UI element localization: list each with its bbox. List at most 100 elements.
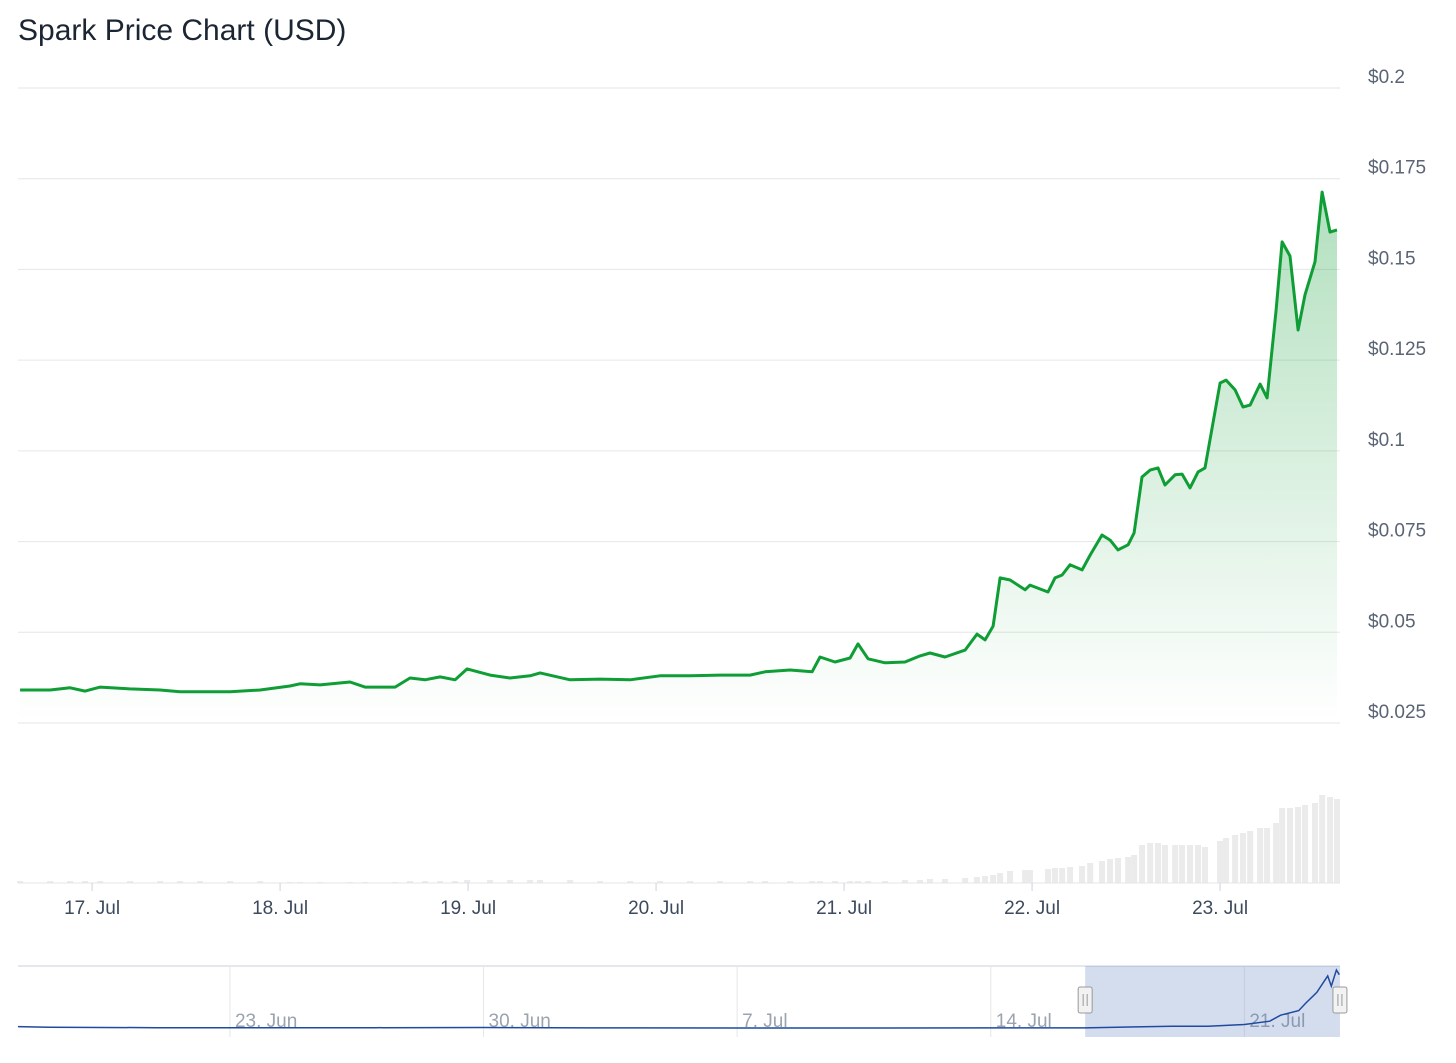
navigator-selection <box>1085 966 1340 1037</box>
volume-bar <box>942 879 949 883</box>
volume-bar <box>1007 871 1014 883</box>
volume-bar <box>917 880 924 883</box>
volume-bar <box>747 881 754 883</box>
volume-bar <box>17 881 24 883</box>
volume-bar <box>1147 843 1154 883</box>
volume-bar <box>926 879 933 883</box>
price-line <box>20 190 1338 694</box>
volume-bar <box>997 873 1004 883</box>
x-tick-label: 18. Jul <box>252 898 308 919</box>
y-tick-label: $0.1 <box>1368 430 1405 451</box>
volume-bar <box>901 880 908 883</box>
volume-bar <box>1302 805 1309 883</box>
volume-bar <box>1059 868 1066 883</box>
volume-bar <box>1333 799 1340 883</box>
volume-bar <box>1139 845 1146 883</box>
navigator-tick-label: 21. Jul <box>1249 1011 1305 1032</box>
volume-bar <box>1051 868 1058 883</box>
navigator-line <box>17 968 1340 1029</box>
y-tick-label: $0.2 <box>1368 67 1405 88</box>
y-tick-label: $0.175 <box>1368 158 1426 179</box>
volume-bar <box>1114 858 1121 883</box>
y-tick-label: $0.15 <box>1368 248 1416 269</box>
x-tick-label: 21. Jul <box>816 898 872 919</box>
volume-bar <box>865 881 872 883</box>
volume-bar <box>1079 866 1086 883</box>
volume-bar <box>1067 867 1074 883</box>
volume-bar <box>406 881 413 883</box>
volume-bar <box>97 881 104 883</box>
volume-bar <box>1202 847 1209 883</box>
volume-bar <box>687 881 694 883</box>
volume-bar <box>832 881 839 883</box>
volume-bar <box>1247 831 1254 883</box>
volume-bar <box>597 881 604 883</box>
volume-bar <box>177 881 184 883</box>
volume-bar <box>1217 841 1224 883</box>
volume-bar <box>1131 855 1138 883</box>
volume-bar <box>567 880 574 883</box>
navigator-tick-label: 7. Jul <box>742 1011 787 1032</box>
volume-bar <box>716 881 723 883</box>
volume-bar <box>1045 869 1052 883</box>
navigator-handle[interactable] <box>1077 986 1093 1014</box>
volume-bar <box>157 881 164 883</box>
volume-bar <box>1223 838 1230 883</box>
x-tick-label: 20. Jul <box>628 898 684 919</box>
volume-bar <box>452 881 459 883</box>
navigator-tick-label: 14. Jul <box>996 1011 1052 1032</box>
y-tick-label: $0.025 <box>1368 702 1426 723</box>
navigator-handle[interactable] <box>1332 986 1348 1014</box>
volume-bar <box>82 881 89 883</box>
volume-bar <box>847 881 854 883</box>
volume-bar <box>982 876 989 883</box>
volume-bar <box>464 880 471 883</box>
volume-bar <box>487 880 494 883</box>
volume-bar <box>1161 845 1168 883</box>
volume-bar <box>422 881 429 883</box>
volume-bar <box>657 881 664 883</box>
volume-bar <box>506 880 513 883</box>
x-tick-label: 23. Jul <box>1192 898 1248 919</box>
navigator-tick-label: 23. Jun <box>235 1011 297 1032</box>
volume-bar <box>1107 859 1114 883</box>
volume-bar <box>990 875 997 883</box>
volume-bar <box>1232 835 1239 883</box>
price-area <box>20 192 1338 724</box>
volume-bar <box>67 881 74 883</box>
y-tick-label: $0.125 <box>1368 339 1426 360</box>
volume-bar <box>1195 845 1202 883</box>
x-tick-label: 17. Jul <box>64 898 120 919</box>
volume-bar <box>1286 808 1293 883</box>
volume-bar <box>1273 823 1280 883</box>
volume-bar <box>627 881 634 883</box>
volume-bar <box>1179 845 1186 883</box>
volume-bar <box>527 880 534 883</box>
volume-bar <box>787 881 794 883</box>
volume-bar <box>762 881 769 883</box>
volume-bar <box>227 881 234 883</box>
y-tick-label: $0.05 <box>1368 611 1416 632</box>
volume-bar <box>1264 828 1271 883</box>
volume-bar <box>1098 861 1105 883</box>
volume-bar <box>809 881 816 883</box>
x-tick-label: 19. Jul <box>440 898 496 919</box>
chart-title: Spark Price Chart (USD) <box>18 14 346 47</box>
volume-bar <box>1279 808 1286 883</box>
y-tick-label: $0.075 <box>1368 521 1426 542</box>
volume-bar <box>1087 863 1094 883</box>
volume-bar <box>437 881 444 883</box>
volume-bar <box>1186 845 1193 883</box>
volume-bar <box>537 880 544 883</box>
volume-bar <box>1311 803 1318 883</box>
volume-bar <box>854 881 861 883</box>
volume-bar <box>47 881 54 883</box>
volume-bar <box>257 881 264 883</box>
volume-bar <box>1319 795 1326 883</box>
x-tick-label: 22. Jul <box>1004 898 1060 919</box>
volume-bar <box>196 881 203 883</box>
volume-bar <box>1125 857 1132 883</box>
volume-bar <box>973 877 980 883</box>
